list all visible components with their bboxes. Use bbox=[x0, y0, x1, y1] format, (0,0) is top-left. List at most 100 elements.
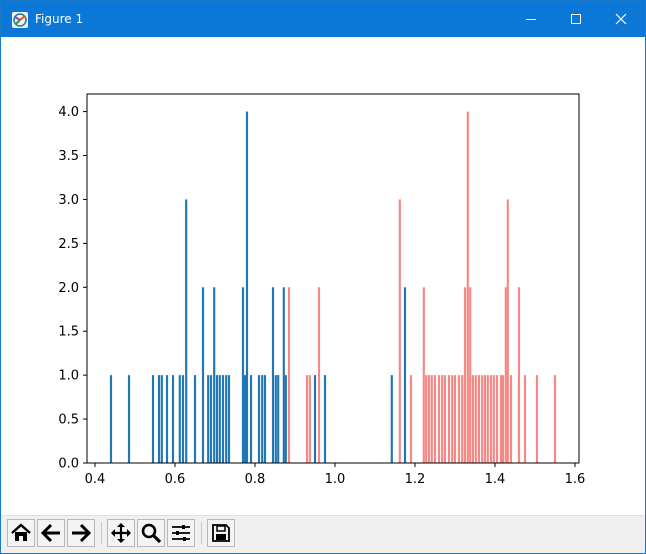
histogram-bar-series1-12 bbox=[441, 375, 444, 463]
magnifier-icon bbox=[141, 523, 162, 544]
histogram-bar-series0-25 bbox=[261, 375, 264, 463]
histogram-bar-series0-6 bbox=[171, 375, 175, 463]
maximize-icon bbox=[571, 14, 581, 24]
histogram-bar-series1-5 bbox=[409, 375, 413, 463]
histogram-bar-series1-21 bbox=[469, 287, 472, 463]
histogram-bar-series0-14 bbox=[213, 287, 216, 463]
home-button[interactable] bbox=[7, 519, 35, 547]
histogram-bar-series1-34 bbox=[506, 199, 509, 463]
histogram-bar-series1-4 bbox=[398, 199, 401, 463]
histogram-bar-series0-2 bbox=[151, 375, 155, 463]
histogram-bar-series1-16 bbox=[453, 375, 457, 463]
x-tick-label-3: 1.0 bbox=[325, 472, 346, 487]
x-tick-label-4: 1.2 bbox=[405, 472, 426, 487]
navigation-toolbar bbox=[1, 515, 645, 553]
histogram-bar-series0-23 bbox=[249, 375, 253, 463]
histogram-bar-series1-3 bbox=[317, 287, 321, 463]
arrow-left-icon bbox=[40, 523, 60, 543]
back-button[interactable] bbox=[37, 519, 65, 547]
y-tick-label-5: 2.5 bbox=[58, 237, 79, 252]
histogram-bar-series0-19 bbox=[227, 375, 231, 463]
histogram-bar-series1-10 bbox=[433, 375, 437, 463]
histogram-bar-series1-31 bbox=[499, 375, 503, 463]
histogram-bar-series0-11 bbox=[201, 287, 205, 463]
histogram-bar-series0-1 bbox=[127, 375, 131, 463]
histogram-bar-series1-18 bbox=[461, 375, 464, 463]
forward-button[interactable] bbox=[67, 519, 95, 547]
histogram-bar-series1-38 bbox=[535, 375, 539, 463]
configure-subplots-button[interactable] bbox=[167, 519, 195, 547]
histogram-bar-series1-23 bbox=[474, 375, 477, 463]
histogram-bar-series1-20 bbox=[466, 111, 469, 463]
histogram-bar-series0-0 bbox=[109, 375, 113, 463]
home-icon bbox=[11, 523, 31, 541]
histogram-bar-series1-24 bbox=[477, 375, 481, 463]
histogram-bar-series0-12 bbox=[207, 375, 210, 463]
histogram-bar-series1-1 bbox=[305, 375, 309, 463]
y-tick-label-3: 1.5 bbox=[58, 325, 79, 340]
close-icon bbox=[615, 13, 627, 25]
histogram-bar-series1-11 bbox=[437, 375, 441, 463]
axes-frame bbox=[86, 93, 580, 464]
histogram-bar-series1-32 bbox=[501, 375, 505, 463]
histogram-bar-series0-16 bbox=[218, 375, 221, 463]
histogram-chart: 0.4 0.6 0.8 1.0 1.2 1.4 1.6 0.0 0.5 1.0 1.5 2.0 2.5 3… bbox=[58, 93, 586, 487]
x-tick-label-5: 1.4 bbox=[485, 472, 506, 487]
histogram-bar-series0-9 bbox=[185, 199, 188, 463]
minimize-button[interactable] bbox=[508, 1, 554, 37]
minimize-icon bbox=[526, 19, 536, 20]
histogram-bar-series1-26 bbox=[483, 375, 487, 463]
histogram-bar-series0-32 bbox=[313, 375, 317, 463]
maximize-button[interactable] bbox=[553, 1, 599, 37]
y-tick-label-0: 0.0 bbox=[58, 457, 79, 472]
toolbar-separator bbox=[101, 522, 102, 544]
close-button[interactable] bbox=[598, 1, 644, 37]
histogram-bar-series0-17 bbox=[221, 375, 225, 463]
x-tick-label-0: 0.4 bbox=[85, 472, 106, 487]
x-tick-label-2: 0.8 bbox=[245, 472, 266, 487]
move-icon bbox=[111, 523, 131, 543]
histogram-bar-series0-33 bbox=[323, 375, 327, 463]
histogram-bar-series1-8 bbox=[427, 375, 431, 463]
pan-button[interactable] bbox=[107, 519, 135, 547]
histogram-bar-series1-29 bbox=[492, 375, 495, 463]
histogram-bar-series1-9 bbox=[430, 375, 433, 463]
y-tick-label-1: 0.5 bbox=[58, 413, 79, 428]
sliders-icon bbox=[172, 525, 190, 541]
zoom-button[interactable] bbox=[137, 519, 165, 547]
x-tick-label-6: 1.6 bbox=[565, 472, 586, 487]
histogram-bar-series1-28 bbox=[489, 375, 493, 463]
y-tick-label-8: 4.0 bbox=[58, 105, 79, 120]
histogram-bar-series0-4 bbox=[160, 375, 163, 463]
toolbar-separator bbox=[201, 522, 202, 544]
histogram-bar-series1-35 bbox=[509, 375, 513, 463]
histogram-bar-series0-18 bbox=[225, 375, 228, 463]
title-bar[interactable]: Figure 1 bbox=[1, 1, 645, 37]
histogram-bar-series0-34 bbox=[390, 375, 393, 463]
histogram-bar-series1-7 bbox=[425, 375, 428, 463]
histogram-bar-series0-29 bbox=[277, 375, 280, 463]
x-tick-label-1: 0.6 bbox=[165, 472, 186, 487]
histogram-bar-series0-26 bbox=[263, 375, 267, 463]
histogram-bar-series0-10 bbox=[193, 375, 197, 463]
histogram-bar-series1-30 bbox=[495, 375, 499, 463]
histogram-bar-series1-17 bbox=[457, 375, 461, 463]
histogram-bar-series0-13 bbox=[209, 375, 213, 463]
histogram-bar-series1-6 bbox=[422, 287, 425, 463]
histogram-bar-series1-37 bbox=[523, 375, 527, 463]
histogram-bar-series1-33 bbox=[504, 287, 507, 463]
histogram-bar-series0-7 bbox=[178, 375, 181, 463]
histogram-bar-series0-24 bbox=[257, 375, 261, 463]
histogram-bar-series0-28 bbox=[274, 375, 277, 463]
histogram-bar-series0-35 bbox=[403, 287, 407, 463]
histogram-bar-series1-2 bbox=[308, 375, 311, 463]
figure-canvas[interactable]: 0.4 0.6 0.8 1.0 1.2 1.4 1.6 0.0 0.5 1.0 1.5 2.0 2.5 3… bbox=[1, 37, 645, 515]
window-title: Figure 1 bbox=[35, 12, 84, 26]
histogram-bar-series1-15 bbox=[451, 375, 454, 463]
histogram-bar-series0-22 bbox=[245, 111, 249, 463]
save-button[interactable] bbox=[207, 519, 235, 547]
histogram-bar-series1-39 bbox=[553, 375, 557, 463]
histogram-bar-series1-14 bbox=[447, 375, 451, 463]
y-tick-label-2: 1.0 bbox=[58, 369, 79, 384]
